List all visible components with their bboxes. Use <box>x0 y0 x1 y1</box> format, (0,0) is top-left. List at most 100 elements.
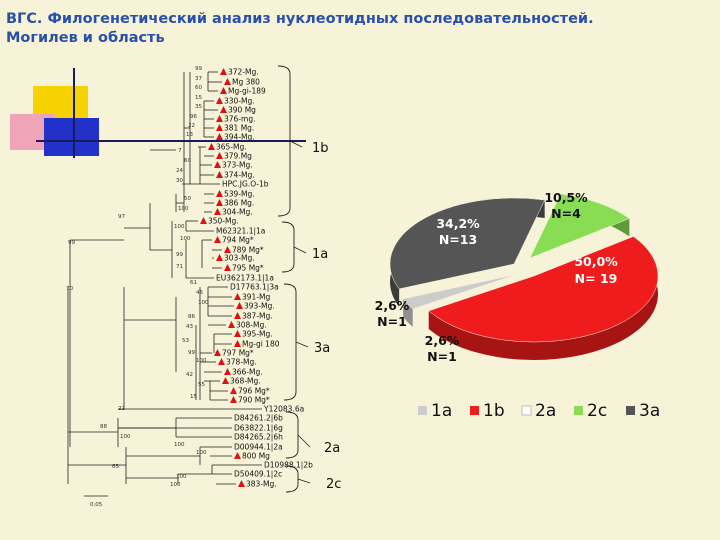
tree-leaf-label: D10988.1|2b <box>264 461 313 470</box>
deco-vertical-line <box>73 68 75 158</box>
sample-marker-icon <box>214 236 221 243</box>
tree-leaf-label: D84265.2|6h <box>234 433 283 442</box>
sample-marker-icon <box>216 115 223 122</box>
bootstrap-value: 13 <box>186 132 193 138</box>
clade-pointer <box>295 341 309 348</box>
sample-marker-icon <box>216 97 223 104</box>
tree-leaf-label: 795 Mg* <box>232 264 264 273</box>
bootstrap-value: 71 <box>176 264 183 270</box>
bootstrap-value: 100 <box>170 482 181 488</box>
tree-leaf-label: 376-mg. <box>224 115 255 124</box>
bootstrap-value: 55 <box>198 382 205 388</box>
bootstrap-value: 24 <box>176 168 183 174</box>
sample-marker-icon <box>220 68 227 75</box>
bootstrap-value: 97 <box>118 214 125 220</box>
tree-leaf-label: 794 Mg* <box>222 236 254 245</box>
tree-leaf-label: 368-Mg. <box>230 377 261 386</box>
sample-marker-icon <box>234 452 241 459</box>
sample-marker-icon <box>200 217 207 224</box>
bootstrap-value: 42 <box>186 372 193 378</box>
bootstrap-value: 100 <box>174 442 185 448</box>
tree-leaf-label: EU362173.1|1a <box>216 274 274 283</box>
pie-count-label: N=13 <box>439 232 477 247</box>
legend-label: 2c <box>587 401 607 421</box>
title-line-2: Могилев и область <box>6 30 165 46</box>
sample-marker-icon <box>216 199 223 206</box>
pie-outer-percent-label: 2,6% <box>425 333 460 348</box>
clade-label: 1a <box>312 247 328 262</box>
tree-leaf-label: 378-Mg. <box>226 358 257 367</box>
bootstrap-value: 15 <box>195 95 202 101</box>
bootstrap-value: 37 <box>195 76 202 82</box>
tree-leaf-label: Y12083.6a <box>263 405 304 414</box>
deco-blue-square <box>44 118 99 156</box>
bootstrap-value: 100 <box>120 434 131 440</box>
sample-marker-icon <box>214 161 221 168</box>
tree-leaf-label: 789 Mg* <box>232 246 264 255</box>
pie-count-label: N=1 <box>377 314 407 329</box>
tree-leaf-label: Mg-gi 180 <box>242 340 280 349</box>
bootstrap-value: 15 <box>190 394 197 400</box>
sample-marker-icon <box>238 480 245 487</box>
tree-leaf-label: 330-Mg. <box>224 97 255 106</box>
bootstrap-value: 99 <box>188 350 195 356</box>
sample-marker-icon <box>224 264 231 271</box>
legend-label: 3a <box>639 401 660 421</box>
scale-bar-label: 0,05 <box>90 502 103 508</box>
tree-leaf-label: D17763.1|3a <box>230 283 279 292</box>
sample-marker-icon <box>216 190 223 197</box>
bootstrap-value: 100 <box>198 300 209 306</box>
bootstrap-value: 61 <box>190 280 197 286</box>
bootstrap-value: 86 <box>188 314 195 320</box>
clade-label: 1b <box>312 141 329 156</box>
bootstrap-value: 99 <box>195 66 202 72</box>
bootstrap-value: 53 <box>182 338 189 344</box>
bootstrap-value: 99 <box>176 252 183 258</box>
tree-leaf-label: M62321.1|1a <box>216 227 265 236</box>
tree-leaf-label: 796 Mg* <box>238 387 270 396</box>
bootstrap-value: 70 <box>66 286 73 292</box>
bootstrap-value: 35 <box>195 104 202 110</box>
sample-marker-icon <box>234 312 241 319</box>
tree-leaf-label: 390 Mg <box>228 106 256 115</box>
sample-marker-icon <box>234 330 241 337</box>
tree-leaf-label: 395-Mg. <box>242 330 273 339</box>
tree-leaf-label: 304-Mg. <box>222 208 253 217</box>
pie-count-label: N= 19 <box>575 271 618 286</box>
pie-slice-side <box>403 298 413 327</box>
tree-leaf-label: Mg-gi-189 <box>228 87 266 96</box>
legend-swatch <box>418 406 427 415</box>
pie-outer-count-label: N=1 <box>427 349 457 364</box>
legend-label: 1a <box>431 401 452 421</box>
tree-leaf-label: D50409.1|2c <box>234 470 282 479</box>
pie-percent-label: 2,6% <box>375 298 410 313</box>
pie-slice <box>529 193 630 259</box>
sample-marker-icon <box>216 152 223 159</box>
sample-marker-icon <box>234 340 241 347</box>
tree-leaf-label: HPC.JG.O-1b <box>222 180 269 189</box>
clade-label: 2a <box>324 441 340 456</box>
legend-swatch <box>470 406 479 415</box>
bootstrap-value: 65 <box>112 464 119 470</box>
sample-marker-icon <box>220 106 227 113</box>
legend-label: 2a <box>535 401 556 421</box>
sample-marker-icon <box>224 246 231 253</box>
tree-leaf-label: D84261.2|6b <box>234 414 283 423</box>
tree-leaf-label: 381 Mg. <box>224 124 254 133</box>
sample-marker-icon <box>216 124 223 131</box>
bootstrap-value: 100 <box>178 206 189 212</box>
tree-leaf-label: 372-Mg. <box>228 68 259 77</box>
title-line-1: ВГС. Филогенетический анализ нуклеотидны… <box>6 11 594 27</box>
sample-marker-icon <box>214 349 221 356</box>
clade-pointer <box>293 246 307 254</box>
tree-leaf-label: 387-Mg. <box>242 312 273 321</box>
pie-percent-label: 50,0% <box>574 254 618 269</box>
sample-marker-icon <box>208 143 215 150</box>
tree-leaf-label: 308-Mg. <box>236 321 267 330</box>
bootstrap-value: 7 <box>178 148 182 154</box>
sample-marker-icon <box>214 208 221 215</box>
legend-swatch <box>574 406 583 415</box>
tree-leaf-label: Mg 380 <box>232 78 260 87</box>
bootstrap-value: 43 <box>186 324 193 330</box>
